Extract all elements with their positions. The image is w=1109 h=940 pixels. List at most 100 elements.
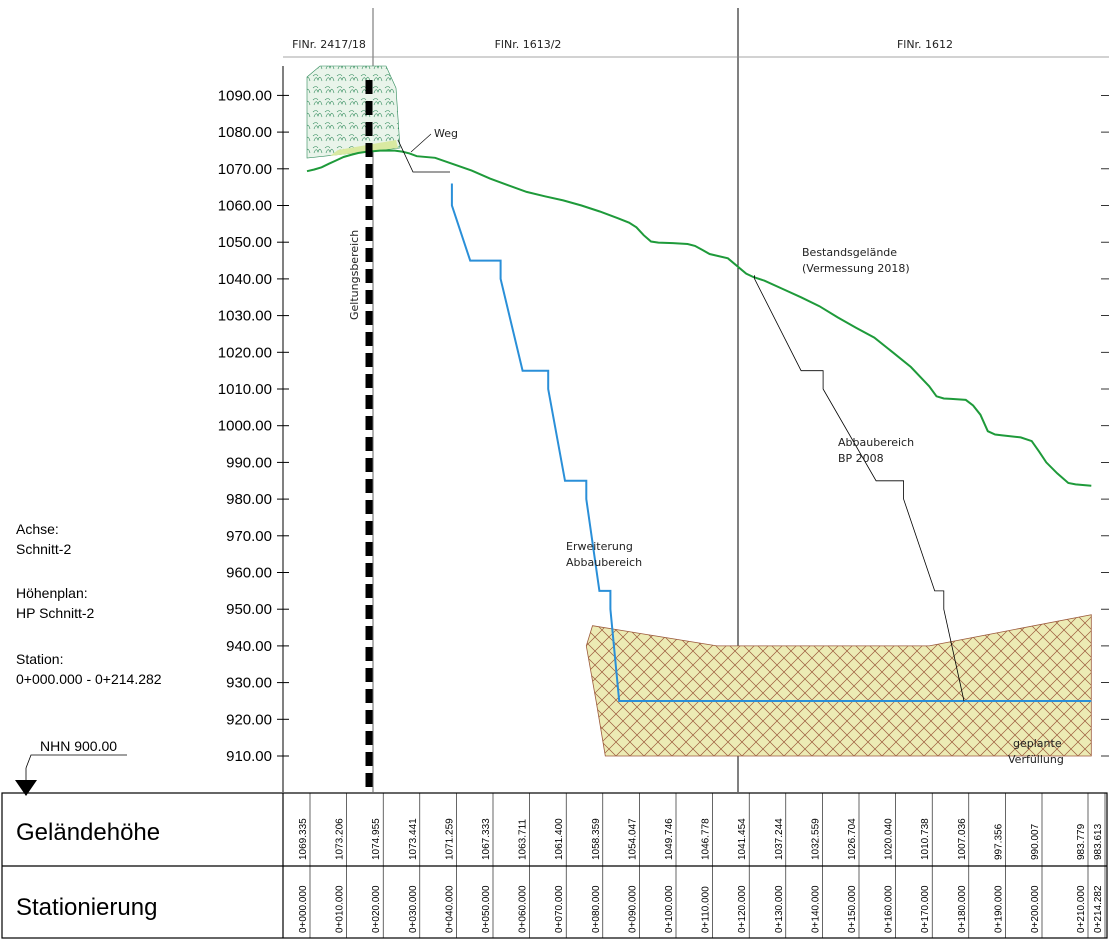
y-tick-label: 1010.00 (218, 381, 272, 398)
y-tick-label: 980.00 (226, 491, 272, 508)
boundary-label: Geltungsbereich (348, 230, 361, 320)
height-value: 1037.244 (774, 818, 785, 860)
height-value: 1061.400 (554, 818, 565, 860)
station-value: 0+160.000 (884, 885, 895, 933)
old-area-sublabel: BP 2008 (838, 452, 884, 465)
path-notch (397, 139, 450, 173)
existing-terrain-label: Bestandsgelände (802, 246, 897, 259)
existing-terrain-sublabel: (Vermessung 2018) (802, 262, 910, 275)
y-tick-label: 950.00 (226, 601, 272, 618)
station-value: 0+214.282 (1093, 885, 1104, 933)
height-value: 1071.259 (444, 818, 455, 860)
station-value: 0+090.000 (627, 885, 638, 933)
datum-leader (25, 754, 127, 769)
y-tick-label: 1080.00 (218, 124, 272, 141)
y-tick-label: 930.00 (226, 675, 272, 692)
height-value: 983.779 (1076, 823, 1087, 860)
station-value: 0+190.000 (993, 885, 1004, 933)
height-value: 1032.559 (810, 818, 821, 860)
y-tick-label: 1070.00 (218, 161, 272, 178)
y-tick-label: 1020.00 (218, 344, 272, 361)
y-tick-label: 920.00 (226, 711, 272, 728)
parcel-label-1613: FlNr. 1613/2 (495, 38, 562, 51)
y-tick-label: 960.00 (226, 565, 272, 582)
station-value: 0+080.000 (591, 885, 602, 933)
axis-value: Schnitt-2 (16, 541, 71, 557)
height-value: 1073.206 (335, 818, 346, 860)
height-value: 983.613 (1093, 823, 1104, 860)
parcel-label-2417: FlNr. 2417/18 (292, 38, 366, 51)
station-value: 0+130.000 (774, 885, 785, 933)
y-tick-label: 940.00 (226, 638, 272, 655)
station-value: 0+200.000 (1030, 885, 1041, 933)
height-value: 1007.036 (957, 818, 968, 860)
y-tick-label: 1090.00 (218, 87, 272, 104)
existing-terrain-line (306, 149, 1092, 487)
height-value: 1010.738 (920, 818, 931, 860)
station-value: 0+000.000 (298, 885, 309, 933)
station-value: 0+020.000 (371, 885, 382, 933)
station-value: 0+050.000 (481, 885, 492, 933)
height-value: 1074.955 (371, 818, 382, 860)
row-label-heights: Geländehöhe (16, 819, 160, 846)
table-cells: 1069.335 0+000.000 1073.206 0+010.000 1074.9… (298, 793, 1106, 938)
station-value: 0+010.000 (335, 885, 346, 933)
y-tick-label: 1050.00 (218, 234, 272, 251)
y-tick-label: 1030.00 (218, 308, 272, 325)
parcel-label-1612: FlNr. 1612 (897, 38, 953, 51)
datum-label: NHN 900.00 (40, 738, 117, 754)
station-value: 0+070.000 (554, 885, 565, 933)
extension-label: Erweiterung (566, 540, 633, 553)
topsoil-strip (330, 140, 398, 156)
y-tick-label: 1060.00 (218, 198, 272, 215)
height-value: 1067.333 (481, 818, 492, 860)
height-value: 997.356 (993, 823, 1004, 860)
station-value: 0+110.000 (701, 886, 712, 933)
extension-sublabel: Abbaubereich (566, 556, 642, 569)
station-value: 0+030.000 (408, 885, 419, 933)
right-edge-ticks (1101, 95, 1109, 757)
profile-label: Höhenplan: (16, 585, 88, 601)
y-tick-label: 1000.00 (218, 418, 272, 435)
height-value: 1054.047 (627, 818, 638, 860)
height-value: 1049.746 (664, 818, 675, 860)
y-tick-label: 910.00 (226, 748, 272, 765)
y-tick-label: 970.00 (226, 528, 272, 545)
station-value: 0+140.000 (810, 885, 821, 933)
station-value: 0+100.000 (664, 885, 675, 933)
height-value: 1063.711 (518, 819, 529, 860)
y-tick-label: 990.00 (226, 454, 272, 471)
station-value: 0+040.000 (444, 885, 455, 933)
vegetation-area (306, 65, 401, 159)
height-value: 1020.040 (884, 818, 895, 860)
station-value: 0+170.000 (920, 885, 931, 933)
path-label: Weg (434, 127, 458, 140)
excavation-extension-line (450, 183, 1092, 702)
station-value: 0+120.000 (737, 885, 748, 933)
backfill-sublabel: Verfüllung (1008, 753, 1064, 766)
height-value: 1041.454 (737, 818, 748, 860)
station-value: 0+180.000 (957, 885, 968, 933)
station-label: Station: (16, 651, 63, 667)
elevation-axis: 1090.00 1080.00 1070.00 1060.00 1050.00 1040.… (218, 66, 289, 792)
station-value: 0+150.000 (847, 885, 858, 933)
height-value: 990.007 (1030, 823, 1041, 860)
planned-backfill-area (585, 614, 1092, 757)
station-value: 0+060.000 (518, 885, 529, 933)
path-leader (410, 133, 432, 153)
height-value: 1069.335 (298, 818, 309, 860)
datum-triangle-icon (15, 780, 37, 796)
height-value: 1046.778 (701, 818, 712, 860)
station-value: 0+000.000 - 0+214.282 (16, 671, 162, 687)
height-value: 1026.704 (847, 818, 858, 860)
y-tick-label: 1040.00 (218, 271, 272, 288)
excavation-bp2008-line (754, 275, 965, 702)
height-value: 1073.441 (408, 818, 419, 860)
row-label-stations: Stationierung (16, 894, 157, 921)
height-value: 1058.359 (591, 818, 602, 860)
axis-label: Achse: (16, 521, 59, 537)
backfill-label: geplante (1013, 737, 1062, 750)
old-area-label: Abbaubereich (838, 436, 914, 449)
station-value: 0+210.000 (1076, 885, 1087, 933)
